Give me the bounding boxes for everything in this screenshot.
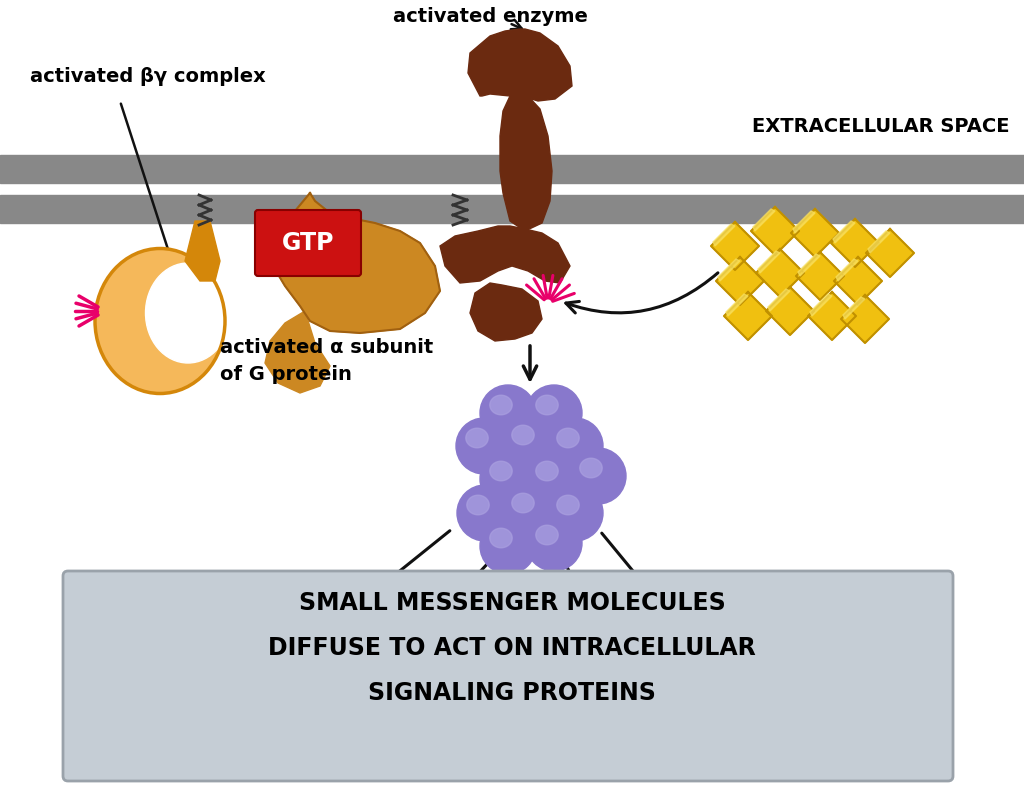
Ellipse shape [547,485,603,541]
Ellipse shape [502,483,558,539]
Ellipse shape [536,461,558,481]
Ellipse shape [557,495,580,515]
Polygon shape [834,257,882,305]
Ellipse shape [526,385,582,441]
Ellipse shape [456,418,512,474]
Ellipse shape [502,415,558,471]
Text: activated α subunit
of G protein: activated α subunit of G protein [220,339,433,384]
Bar [0,195,1024,223]
Polygon shape [470,283,542,341]
Polygon shape [841,295,889,343]
Polygon shape [766,287,814,335]
Polygon shape [468,29,572,101]
Polygon shape [791,209,839,257]
Ellipse shape [480,518,536,574]
Ellipse shape [480,451,536,507]
Ellipse shape [95,248,225,393]
Ellipse shape [547,418,603,474]
Polygon shape [756,249,804,297]
Polygon shape [716,257,764,305]
Ellipse shape [570,448,626,504]
Text: EXTRACELLULAR SPACE: EXTRACELLULAR SPACE [753,116,1010,135]
Polygon shape [831,219,879,267]
Bar [0,155,1024,183]
Polygon shape [868,231,890,253]
Polygon shape [808,292,856,340]
Polygon shape [836,259,858,281]
Polygon shape [751,207,799,255]
Polygon shape [440,226,570,283]
Polygon shape [265,311,330,393]
Text: SMALL MESSENGER MOLECULES: SMALL MESSENGER MOLECULES [299,591,725,615]
Polygon shape [793,211,815,233]
Polygon shape [270,193,440,333]
Ellipse shape [557,428,580,448]
Polygon shape [753,209,775,231]
Ellipse shape [489,528,512,548]
Ellipse shape [145,263,230,363]
Polygon shape [500,93,552,231]
Ellipse shape [512,426,535,445]
Text: GTP: GTP [282,231,334,255]
Polygon shape [758,251,780,273]
Ellipse shape [480,385,536,441]
Polygon shape [843,297,865,319]
Ellipse shape [457,485,513,541]
FancyBboxPatch shape [63,571,953,781]
Ellipse shape [526,451,582,507]
Polygon shape [796,252,844,300]
Ellipse shape [512,494,535,513]
Polygon shape [798,254,820,276]
Polygon shape [711,222,759,270]
Text: activated enzyme: activated enzyme [392,6,588,25]
Text: DIFFUSE TO ACT ON INTRACELLULAR: DIFFUSE TO ACT ON INTRACELLULAR [268,636,756,660]
Ellipse shape [489,396,512,414]
Polygon shape [768,289,790,311]
Ellipse shape [536,525,558,545]
Ellipse shape [580,458,602,478]
Text: SIGNALING PROTEINS: SIGNALING PROTEINS [368,681,656,705]
Polygon shape [724,292,772,340]
Polygon shape [810,294,831,316]
Ellipse shape [489,461,512,481]
Polygon shape [185,221,220,281]
Polygon shape [718,259,740,281]
Polygon shape [833,221,855,243]
Text: activated βγ complex: activated βγ complex [30,66,266,85]
Ellipse shape [466,428,488,448]
Polygon shape [713,224,735,246]
Polygon shape [866,229,914,277]
Ellipse shape [526,515,582,571]
Polygon shape [726,294,748,316]
Ellipse shape [467,495,489,515]
FancyBboxPatch shape [255,210,361,276]
Ellipse shape [536,396,558,414]
